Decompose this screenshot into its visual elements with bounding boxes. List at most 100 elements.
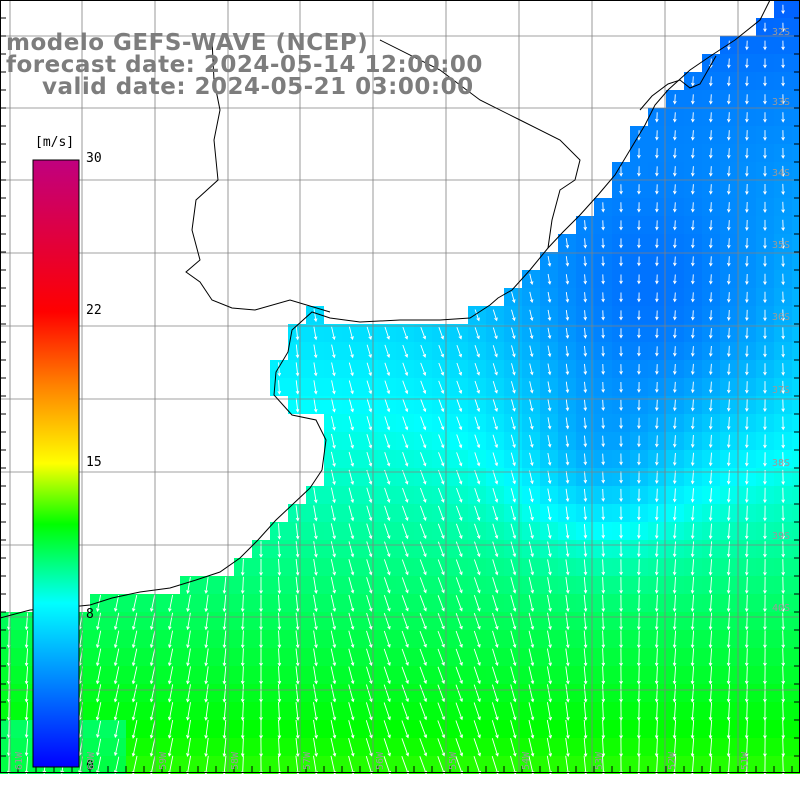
- wind-arrow: [726, 523, 731, 540]
- wind-arrow: [204, 666, 209, 685]
- wind-arrow: [547, 559, 552, 576]
- wind-arrow: [473, 738, 481, 757]
- wind-arrow: [763, 130, 767, 141]
- wind-arrow: [456, 487, 463, 503]
- wind-arrow: [492, 559, 499, 576]
- wind-arrow: [510, 577, 517, 594]
- wind-arrow: [528, 541, 534, 558]
- wind-arrow: [547, 470, 552, 485]
- wind-arrow: [637, 346, 641, 357]
- wind-arrow: [763, 648, 767, 667]
- wind-arrow: [474, 398, 481, 413]
- speed-cell: [792, 144, 800, 162]
- lon-label-55w: 55W: [448, 751, 459, 770]
- wind-arrow: [565, 238, 570, 249]
- wind-arrow: [601, 417, 606, 430]
- wind-arrow: [619, 541, 623, 558]
- wind-arrow: [672, 612, 677, 631]
- wind-arrow: [330, 541, 336, 558]
- wind-arrow: [745, 58, 749, 69]
- wind-arrow: [601, 737, 606, 758]
- speed-cell: [792, 432, 800, 450]
- lon-label-53w: 53W: [594, 751, 605, 770]
- wind-arrow: [492, 648, 499, 667]
- wind-arrow: [744, 719, 749, 740]
- wind-arrow: [492, 577, 499, 594]
- wind-arrow: [474, 362, 480, 376]
- wind-arrow: [655, 166, 659, 177]
- wind-arrow: [204, 702, 209, 721]
- wind-arrow: [528, 648, 535, 667]
- wind-arrow: [726, 505, 731, 522]
- speed-cell: [792, 522, 800, 540]
- wind-arrow: [708, 702, 713, 721]
- wind-arrow: [763, 523, 767, 540]
- wind-arrow: [474, 345, 480, 358]
- wind-arrow: [437, 523, 445, 540]
- speed-cell: [792, 18, 800, 36]
- wind-arrow: [401, 630, 409, 648]
- lat-label-33s: 33S: [772, 97, 791, 108]
- wind-arrow: [474, 327, 480, 340]
- wind-arrow: [529, 470, 534, 485]
- wind-arrow: [763, 666, 767, 685]
- wind-arrow: [619, 166, 623, 177]
- wind-arrow: [583, 559, 588, 576]
- wind-arrow: [690, 220, 695, 231]
- wind-arrow: [565, 399, 570, 412]
- wind-arrow: [240, 684, 245, 703]
- wind-arrow: [295, 344, 300, 359]
- wind-arrow: [492, 380, 498, 394]
- wind-arrow: [601, 202, 605, 213]
- wind-arrow: [348, 648, 355, 667]
- wind-arrow: [402, 416, 409, 431]
- speed-cell: [792, 180, 800, 198]
- wind-arrow: [348, 720, 355, 739]
- speed-cell: [792, 54, 800, 72]
- wind-arrow: [366, 416, 373, 431]
- wind-arrow: [745, 219, 749, 231]
- wind-arrow: [672, 559, 677, 576]
- wind-arrow: [149, 630, 156, 649]
- wind-arrow: [474, 470, 481, 485]
- wind-arrow: [240, 558, 245, 576]
- wind-arrow: [565, 702, 570, 721]
- wind-arrow: [726, 576, 731, 594]
- wind-arrow: [637, 488, 641, 503]
- wind-arrow: [113, 630, 120, 649]
- wind-arrow: [455, 630, 463, 648]
- wind-arrow: [437, 738, 446, 757]
- wind-arrow: [745, 363, 749, 376]
- wind-arrow: [438, 344, 445, 358]
- wind-arrow: [672, 202, 677, 213]
- wind-arrow: [492, 541, 499, 558]
- wind-arrow: [708, 345, 713, 357]
- wind-arrow: [330, 612, 337, 631]
- wind-arrow: [529, 434, 534, 448]
- wind-arrow: [726, 612, 731, 631]
- wind-arrow: [313, 380, 318, 395]
- wind-arrow: [149, 702, 156, 721]
- wind-arrow: [186, 719, 191, 739]
- wind-arrow: [781, 201, 785, 214]
- wind-arrow: [690, 256, 695, 267]
- wind-arrow: [384, 452, 391, 467]
- wind-arrow: [763, 345, 767, 358]
- wind-arrow: [672, 94, 677, 105]
- speed-cell: [792, 414, 800, 432]
- wind-arrow: [672, 148, 677, 159]
- wind-arrow: [131, 702, 138, 721]
- wind-arrow: [781, 327, 785, 340]
- wind-arrow: [401, 541, 409, 558]
- wind-arrow: [637, 328, 641, 339]
- wind-arrow: [510, 523, 517, 540]
- wind-arrow: [601, 381, 605, 393]
- wind-arrow: [619, 559, 623, 576]
- wind-arrow: [529, 399, 534, 412]
- speed-cell: [792, 630, 800, 648]
- wind-arrow: [744, 737, 749, 758]
- speed-cell: [792, 648, 800, 666]
- wind-arrow: [619, 471, 623, 484]
- wind-arrow: [366, 577, 373, 594]
- wind-arrow: [654, 523, 659, 540]
